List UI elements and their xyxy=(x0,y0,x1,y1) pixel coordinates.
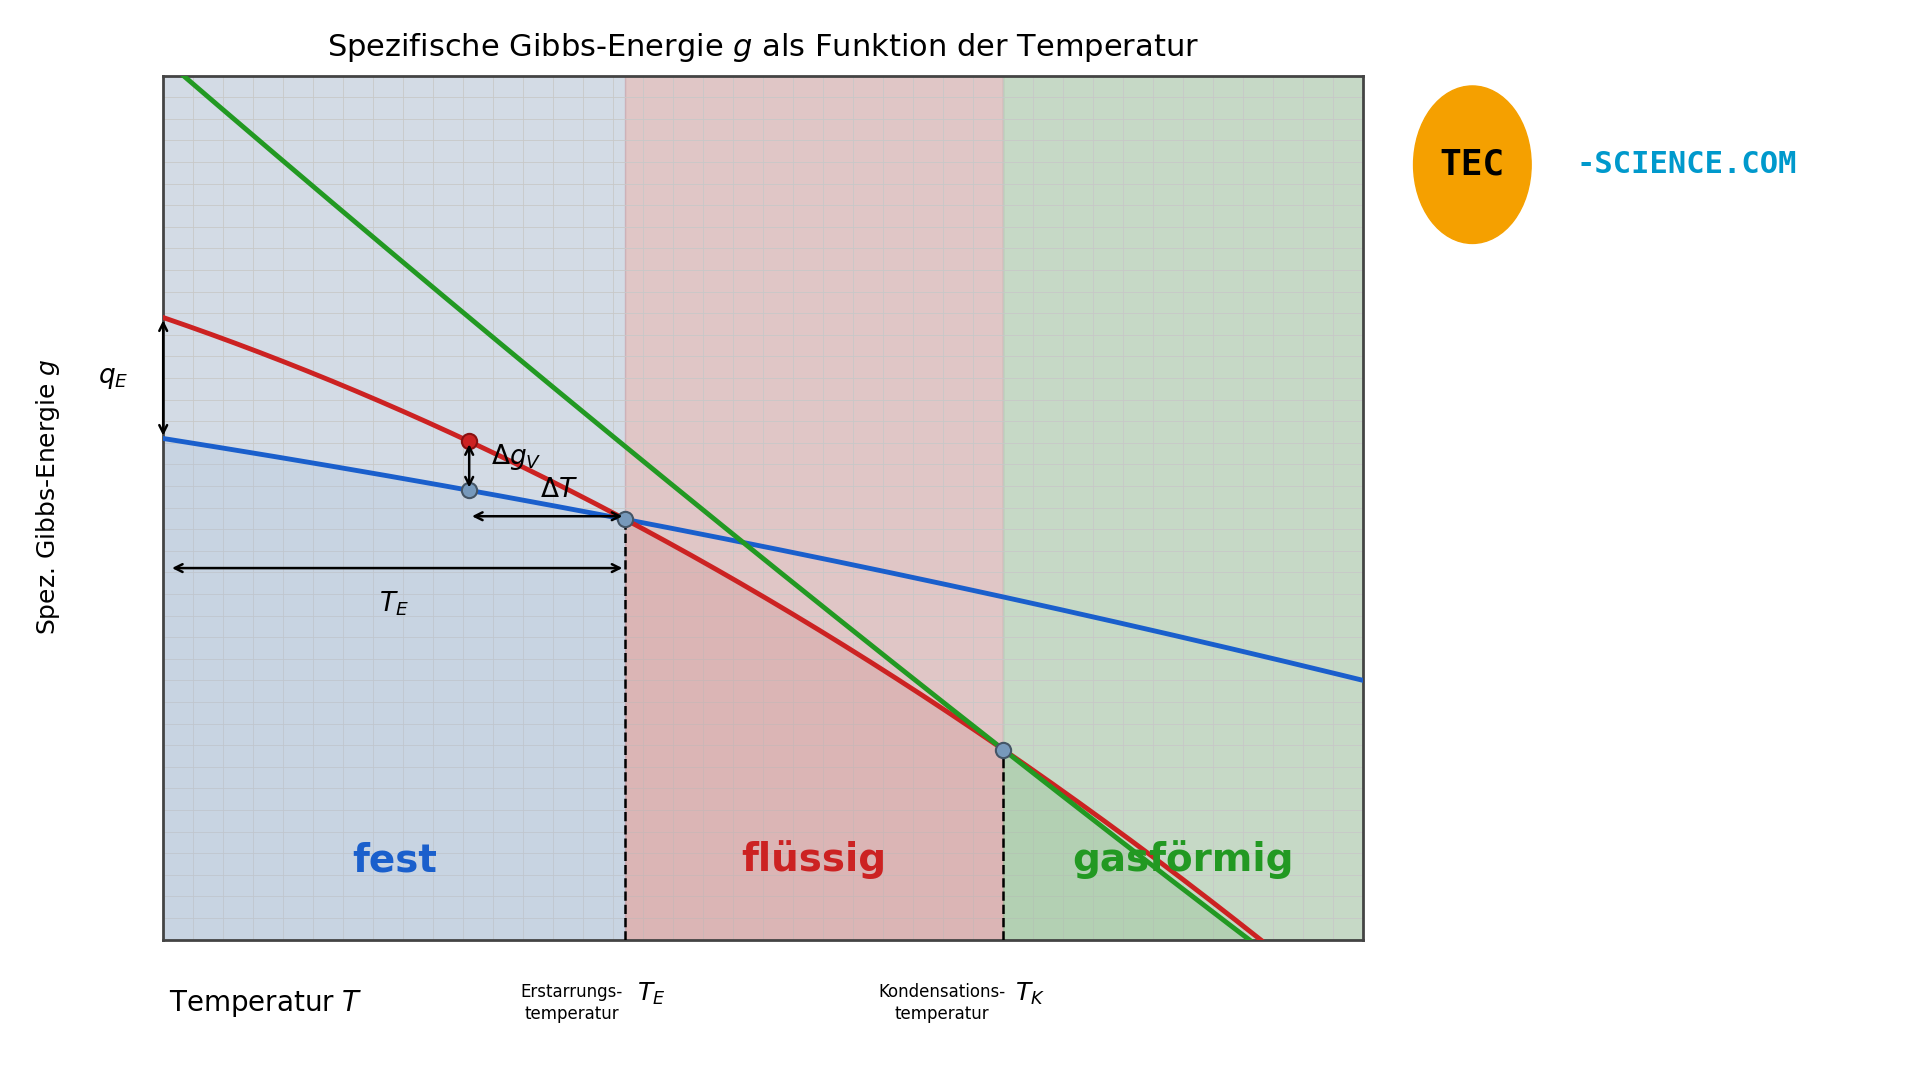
Text: $T_E$: $T_E$ xyxy=(380,590,409,618)
Text: $\Delta T$: $\Delta T$ xyxy=(540,477,578,503)
Title: Spezifische Gibbs-Energie $g$ als Funktion der Temperatur: Spezifische Gibbs-Energie $g$ als Funkti… xyxy=(326,31,1200,64)
Text: flüssig: flüssig xyxy=(741,840,887,879)
Text: Temperatur $T$: Temperatur $T$ xyxy=(169,988,363,1020)
Text: Kondensations-
temperatur: Kondensations- temperatur xyxy=(877,983,1006,1023)
Text: gasförmig: gasförmig xyxy=(1073,840,1294,879)
Text: Spez. Gibbs-Energie $g$: Spez. Gibbs-Energie $g$ xyxy=(35,359,61,635)
Text: $\Delta g_V$: $\Delta g_V$ xyxy=(492,442,541,472)
Text: $T_E$: $T_E$ xyxy=(637,981,664,1007)
Text: Erstarrungs-
temperatur: Erstarrungs- temperatur xyxy=(520,983,622,1023)
Text: $q_E$: $q_E$ xyxy=(98,365,129,391)
Text: $T_K$: $T_K$ xyxy=(1014,981,1044,1007)
Circle shape xyxy=(1413,86,1530,243)
Text: TEC: TEC xyxy=(1440,148,1505,181)
Text: fest: fest xyxy=(351,841,436,879)
Text: -SCIENCE.COM: -SCIENCE.COM xyxy=(1576,150,1797,179)
